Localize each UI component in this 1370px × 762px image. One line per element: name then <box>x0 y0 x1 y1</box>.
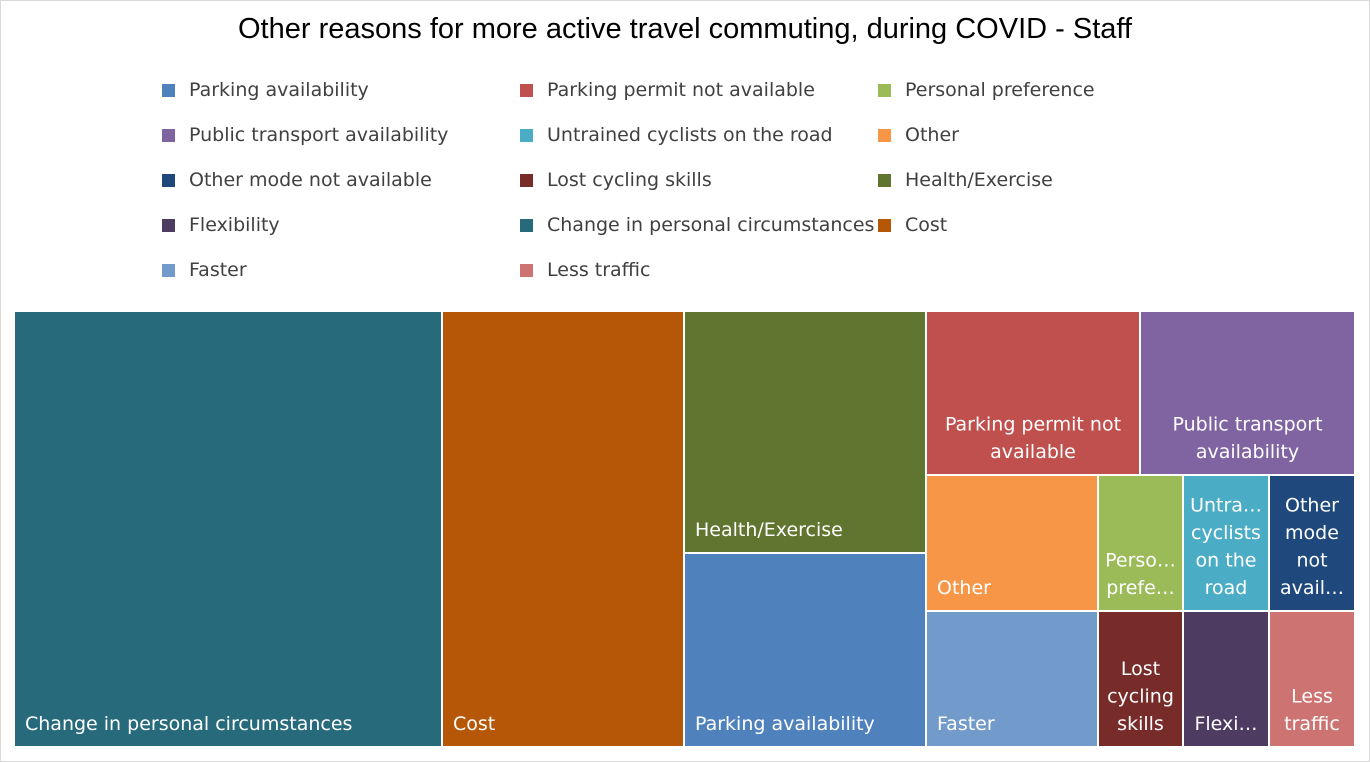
tile-rect <box>443 312 683 746</box>
tile-label: mode <box>1285 522 1339 544</box>
treemap-tile: Faster <box>927 612 1097 746</box>
legend-label: Less traffic <box>547 259 651 281</box>
treemap-tile: Less traffic <box>1270 612 1354 746</box>
legend-swatch <box>162 173 175 187</box>
treemap-tile: Parking permit not available <box>927 312 1139 474</box>
legend-item: Other <box>878 120 959 150</box>
legend-swatch <box>162 83 175 97</box>
tile-label: Lost <box>1121 658 1160 680</box>
legend-label: Lost cycling skills <box>547 169 712 191</box>
legend-swatch <box>162 128 175 142</box>
treemap-tile: Flexi… <box>1184 612 1268 746</box>
tile-label: Other <box>937 577 991 599</box>
treemap-tile: Lost cycling skills <box>1099 612 1182 746</box>
tile-label: Perso… <box>1105 550 1176 572</box>
legend-item: Lost cycling skills <box>520 165 712 195</box>
legend-swatch <box>520 173 533 187</box>
legend-item: Untrained cyclists on the road <box>520 120 833 150</box>
tile-label: available <box>990 441 1076 463</box>
tile-rect <box>1141 312 1354 474</box>
tile-label: Faster <box>937 713 995 735</box>
tile-label: Parking availability <box>695 713 875 735</box>
tile-rect <box>1184 476 1268 610</box>
legend-label: Parking availability <box>189 79 369 101</box>
tile-label: road <box>1205 577 1248 599</box>
legend-swatch <box>878 173 891 187</box>
tile-label: on the <box>1196 550 1257 572</box>
treemap-tile: Parking availability <box>685 554 925 746</box>
tile-rect <box>15 312 441 746</box>
legend-item: Change in personal circumstances <box>520 210 874 240</box>
legend-label: Change in personal circumstances <box>547 214 875 236</box>
tile-rect <box>685 554 925 746</box>
tile-label: Less <box>1291 686 1333 708</box>
legend-swatch <box>878 128 891 142</box>
legend-label: Public transport availability <box>189 124 449 146</box>
tile-label: skills <box>1117 713 1164 735</box>
treemap-tile: Change in personal circumstances <box>15 312 441 746</box>
tile-label: Untra… <box>1190 495 1262 517</box>
tile-rect <box>927 476 1097 610</box>
legend-item: Public transport availability <box>162 120 448 150</box>
legend-label: Personal preference <box>905 79 1095 101</box>
legend-label: Untrained cyclists on the road <box>547 124 833 146</box>
tile-rect <box>1270 476 1354 610</box>
chart-title: Other reasons for more active travel com… <box>238 13 1132 45</box>
legend-item: Faster <box>162 255 247 285</box>
legend-label: Cost <box>905 214 948 236</box>
tile-rect <box>1099 612 1182 746</box>
tile-label: Cost <box>453 713 495 735</box>
legend-item: Cost <box>878 210 947 240</box>
tile-label: Health/Exercise <box>695 519 843 541</box>
treemap-tile: Public transport availability <box>1141 312 1354 474</box>
tile-label: availability <box>1196 441 1299 463</box>
treemap-tile: Untra… cyclists on the road <box>1184 476 1268 610</box>
tile-label: prefe… <box>1106 577 1175 599</box>
legend-label: Other <box>905 124 959 146</box>
legend-swatch <box>162 218 175 232</box>
treemap-tile: Cost <box>443 312 683 746</box>
tile-rect <box>1184 612 1268 746</box>
tile-label: not <box>1296 550 1327 572</box>
legend-swatch <box>520 263 533 277</box>
legend-item: Health/Exercise <box>878 165 1053 195</box>
legend-swatch <box>162 263 175 277</box>
treemap-tile: Other mode not avail… <box>1270 476 1354 610</box>
legend-label: Parking permit not available <box>547 79 815 101</box>
legend-swatch <box>520 83 533 97</box>
legend-label: Flexibility <box>189 214 280 236</box>
legend-item: Other mode not available <box>162 165 432 195</box>
tile-label: Change in personal circumstances <box>25 713 352 735</box>
tile-label: Parking permit not <box>945 414 1121 436</box>
legend-item: Parking availability <box>162 75 369 105</box>
tile-label: Other <box>1285 495 1339 517</box>
legend-label: Other mode not available <box>189 169 432 191</box>
legend-swatch <box>878 218 891 232</box>
tile-rect <box>1099 476 1182 610</box>
legend-item: Personal preference <box>878 75 1095 105</box>
tile-rect <box>927 312 1139 474</box>
legend-swatch <box>520 128 533 142</box>
tile-rect <box>927 612 1097 746</box>
tile-label: cyclists <box>1191 522 1261 544</box>
tile-label: cycling <box>1107 686 1174 708</box>
treemap-tile: Perso… prefe… <box>1099 476 1182 610</box>
tile-rect <box>1270 612 1354 746</box>
tile-label: traffic <box>1284 713 1340 735</box>
tile-label: Flexi… <box>1194 713 1257 735</box>
legend-swatch <box>878 83 891 97</box>
legend-swatch <box>520 218 533 232</box>
tile-label: Public transport <box>1172 414 1322 436</box>
legend-item: Less traffic <box>520 255 651 285</box>
tile-rect <box>685 312 925 552</box>
legend-item: Parking permit not available <box>520 75 815 105</box>
treemap-tile: Other <box>927 476 1097 610</box>
legend-label: Health/Exercise <box>905 169 1053 191</box>
treemap-tile: Health/Exercise <box>685 312 925 552</box>
legend-label: Faster <box>189 259 247 281</box>
tile-label: avail… <box>1280 577 1344 599</box>
legend-item: Flexibility <box>162 210 280 240</box>
